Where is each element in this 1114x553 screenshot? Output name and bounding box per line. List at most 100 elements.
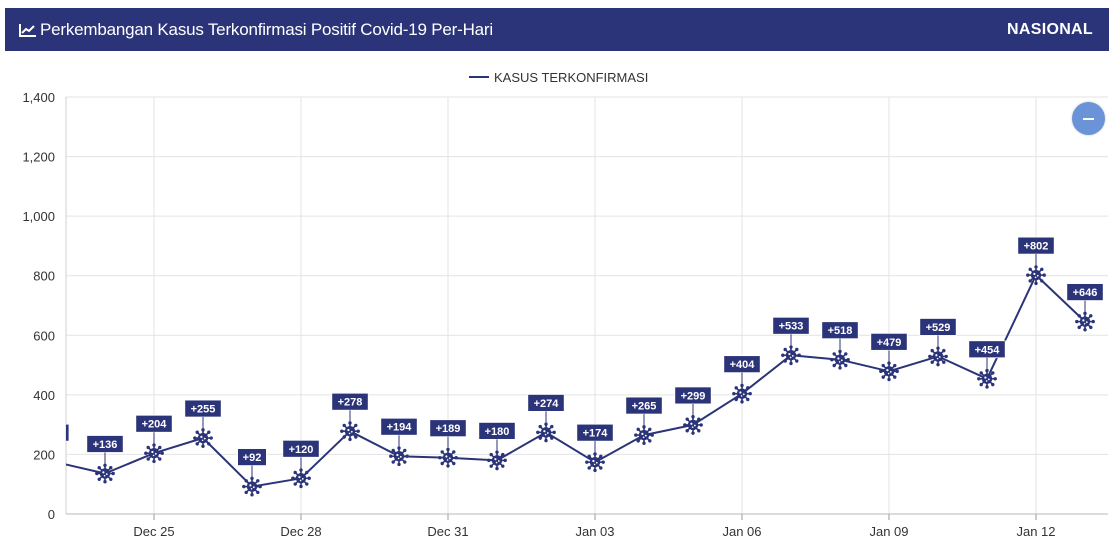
data-label: +189 bbox=[429, 419, 467, 449]
chart-header: Perkembangan Kasus Terkonfirmasi Positif… bbox=[5, 8, 1109, 51]
data-label: +646 bbox=[1066, 283, 1104, 313]
virus-marker-icon[interactable] bbox=[193, 428, 213, 448]
data-label: +454 bbox=[968, 340, 1006, 370]
data-label-box bbox=[282, 440, 320, 458]
data-label-border bbox=[66, 423, 70, 442]
data-label-text: +646 bbox=[1073, 287, 1098, 299]
virus-marker-icon[interactable] bbox=[585, 452, 605, 473]
y-tick-label: 800 bbox=[33, 269, 55, 284]
data-label: +278 bbox=[331, 392, 369, 423]
data-label-box bbox=[66, 424, 69, 442]
x-tick-label: Jan 03 bbox=[575, 524, 614, 539]
data-label-text: +802 bbox=[1024, 241, 1049, 253]
data-label: +92 bbox=[237, 448, 267, 478]
data-label-text: +136 bbox=[93, 439, 118, 451]
virus-marker-icon[interactable] bbox=[977, 368, 997, 389]
y-tick-label: 600 bbox=[33, 328, 55, 343]
data-label-box bbox=[184, 400, 222, 418]
virus-marker-icon[interactable] bbox=[683, 415, 703, 435]
y-tick-label: 400 bbox=[33, 388, 55, 403]
data-label-box bbox=[429, 419, 467, 437]
virus-marker-icon[interactable] bbox=[732, 383, 752, 404]
data-label-text: +189 bbox=[436, 423, 461, 435]
legend[interactable]: KASUS TERKONFIRMASI bbox=[469, 70, 648, 85]
virus-marker-icon[interactable] bbox=[242, 476, 262, 497]
data-label: +533 bbox=[772, 316, 810, 347]
data-label-box bbox=[135, 415, 173, 433]
x-tick-label: Dec 25 bbox=[133, 524, 174, 539]
data-label-box bbox=[968, 340, 1006, 358]
data-label: +174 bbox=[576, 423, 614, 454]
data-label: +120 bbox=[282, 439, 320, 470]
data-label: +204 bbox=[135, 414, 173, 445]
series-line bbox=[66, 274, 1086, 488]
data-label-box bbox=[674, 386, 712, 404]
data-label-text: +404 bbox=[730, 359, 756, 371]
data-label: +274 bbox=[527, 393, 565, 424]
data-label-box bbox=[625, 397, 663, 415]
x-tick-label: Jan 06 bbox=[722, 524, 761, 539]
data-label-box bbox=[478, 422, 516, 440]
legend-label: KASUS TERKONFIRMASI bbox=[494, 70, 648, 85]
virus-marker-icon[interactable] bbox=[879, 361, 899, 382]
y-tick-label: 1,400 bbox=[22, 90, 55, 105]
grid-lines bbox=[66, 96, 1108, 515]
minus-icon bbox=[1083, 118, 1094, 120]
data-label: +802 bbox=[1017, 236, 1055, 267]
series-kasus-terkonfirmasi bbox=[66, 274, 1086, 488]
virus-marker-icon[interactable] bbox=[487, 450, 507, 471]
data-label-box bbox=[576, 424, 614, 442]
region-label: NASIONAL bbox=[1007, 21, 1093, 38]
data-label-text: +533 bbox=[779, 321, 804, 333]
axes: 0 200 400 600 800 1,000 1,200 1,400 Dec 25 Dec 28… bbox=[22, 90, 1108, 539]
data-label-text: +255 bbox=[191, 404, 216, 416]
data-label-text: +454 bbox=[975, 344, 1001, 356]
virus-marker-icon[interactable] bbox=[95, 463, 115, 484]
x-tick-label: Dec 28 bbox=[280, 524, 321, 539]
data-label: +518 bbox=[821, 321, 859, 351]
x-tick-label: Jan 12 bbox=[1016, 524, 1055, 539]
data-label-text: +120 bbox=[289, 444, 314, 456]
data-label-box bbox=[870, 333, 908, 351]
x-tick-label: Jan 09 bbox=[869, 524, 908, 539]
y-tick-label: 1,200 bbox=[22, 150, 55, 165]
data-label-text: +529 bbox=[926, 322, 951, 334]
data-label-text: +479 bbox=[877, 337, 902, 349]
y-tick-label: 1,000 bbox=[22, 209, 55, 224]
data-label-text: +274 bbox=[534, 398, 560, 410]
data-label: +479 bbox=[870, 332, 908, 363]
virus-marker-icon[interactable] bbox=[438, 447, 458, 468]
data-label bbox=[66, 423, 70, 442]
data-label-box bbox=[380, 418, 418, 436]
data-labels: +136 +204 +255 +92 +120 +278 +194 +189 +180 +274 +… bbox=[66, 236, 1104, 478]
zoom-out-button[interactable] bbox=[1072, 102, 1105, 135]
virus-marker-icon[interactable] bbox=[536, 422, 556, 443]
data-label: +529 bbox=[919, 318, 957, 348]
virus-marker-icon[interactable] bbox=[389, 446, 409, 467]
virus-marker-icon[interactable] bbox=[928, 346, 948, 367]
virus-marker-icon[interactable] bbox=[340, 421, 360, 442]
page-title: Perkembangan Kasus Terkonfirmasi Positif… bbox=[40, 19, 493, 39]
data-label-text: +299 bbox=[681, 390, 706, 402]
virus-marker-icon[interactable] bbox=[144, 443, 164, 464]
virus-marker-icon[interactable] bbox=[830, 349, 850, 370]
data-label-text: +180 bbox=[485, 426, 510, 438]
y-tick-label: 0 bbox=[48, 507, 55, 522]
y-tick-label: 200 bbox=[33, 447, 55, 462]
data-label-box bbox=[1066, 283, 1104, 301]
data-label-box bbox=[919, 318, 957, 336]
virus-marker-icon[interactable] bbox=[634, 425, 654, 445]
virus-marker-icon[interactable] bbox=[291, 468, 311, 489]
data-label-box bbox=[723, 355, 761, 373]
data-markers[interactable] bbox=[46, 265, 1095, 497]
virus-marker-icon[interactable] bbox=[781, 345, 801, 366]
virus-marker-icon[interactable] bbox=[1026, 265, 1046, 286]
x-tick-label: Dec 31 bbox=[427, 524, 468, 539]
data-label-text: +518 bbox=[828, 325, 853, 337]
data-label-box bbox=[331, 393, 369, 411]
data-label: +265 bbox=[625, 396, 663, 427]
data-label: +136 bbox=[86, 435, 124, 465]
virus-marker-icon[interactable] bbox=[1075, 311, 1095, 332]
data-label: +180 bbox=[478, 421, 516, 452]
data-label-text: +204 bbox=[142, 419, 168, 431]
